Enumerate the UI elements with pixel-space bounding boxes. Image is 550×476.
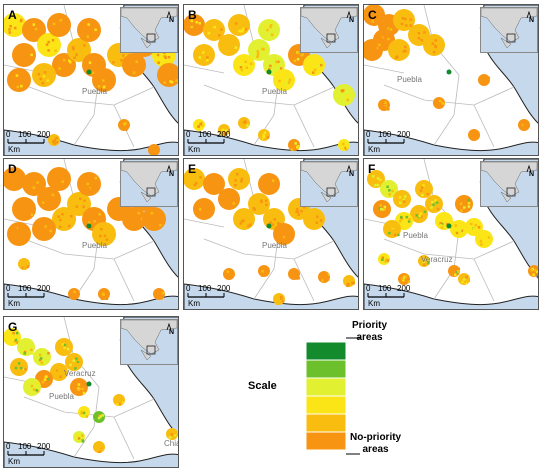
scale-unit-label: Km	[8, 457, 20, 466]
scale-unit-label: Km	[8, 299, 20, 308]
legend-color-ramp	[305, 337, 360, 455]
scale-tick-label: 0	[6, 284, 11, 293]
city-label: Puebla	[262, 87, 287, 96]
map-canvas	[4, 5, 178, 155]
scale-tick-label: 200	[397, 284, 411, 293]
legend-swatch	[305, 413, 347, 433]
city-label: Puebla	[397, 75, 422, 84]
legend-title: Scale	[248, 380, 277, 392]
city-label: Chiapas	[164, 439, 178, 448]
scale-tick-label: 200	[217, 284, 231, 293]
north-arrow-label: N	[528, 17, 534, 24]
scale-tick-label: 200	[37, 284, 51, 293]
legend-priority-label: Priority areas	[352, 320, 388, 343]
north-arrow-label: N	[348, 17, 354, 24]
map-panel-c: C Puebla 0 100 200 Km N	[363, 4, 539, 156]
panel-letter: E	[188, 162, 197, 176]
scale-tick-label: 0	[186, 130, 191, 139]
panel-letter: A	[8, 8, 17, 22]
locator-inset: N	[120, 319, 178, 365]
map-panel-b: B Puebla 0 100 200 Km N	[183, 4, 359, 156]
scale-tick-label: 100	[18, 130, 32, 139]
scale-tick-label: 0	[6, 130, 11, 139]
city-label: Veracruz	[64, 369, 96, 378]
scale-tick-label: 100	[198, 130, 212, 139]
scale-tick-label: 100	[378, 130, 392, 139]
locator-inset: N	[480, 161, 538, 207]
scale-tick-label: 100	[18, 442, 32, 451]
scale-unit-label: Km	[8, 145, 20, 154]
scale-tick-label: 0	[186, 284, 191, 293]
city-label: Puebla	[403, 231, 428, 240]
locator-inset: N	[120, 161, 178, 207]
map-panel-g: G Puebla Veracruz Chiapas 0 100 200 Km N	[3, 316, 179, 468]
map-panel-e: E Puebla 0 100 200 Km N	[183, 158, 359, 310]
legend-swatch	[305, 359, 347, 379]
north-arrow-label: N	[168, 329, 174, 336]
city-label: Puebla	[82, 87, 107, 96]
north-arrow-label: N	[348, 171, 354, 178]
panel-letter: F	[368, 162, 376, 176]
scale-tick-label: 0	[366, 130, 371, 139]
legend-no-priority-label: No-priority areas	[350, 432, 402, 455]
city-label: Chiapas	[536, 272, 538, 281]
city-label: Puebla	[49, 392, 74, 401]
north-arrow-label: N	[168, 171, 174, 178]
city-label: Puebla	[82, 241, 107, 250]
locator-inset: N	[480, 7, 538, 53]
scale-unit-label: Km	[188, 299, 200, 308]
map-panel-a: A Puebla 0 100 200 Km N	[3, 4, 179, 156]
city-label: Veracruz	[421, 255, 453, 264]
panel-letter: G	[8, 320, 18, 334]
legend-swatch	[305, 377, 347, 397]
city-label: Puebla	[262, 241, 287, 250]
legend-swatch	[305, 395, 347, 415]
scale-tick-label: 100	[378, 284, 392, 293]
locator-inset: N	[120, 7, 178, 53]
scale-tick-label: 200	[217, 130, 231, 139]
scale-tick-label: 100	[18, 284, 32, 293]
legend-swatch	[305, 431, 347, 451]
scale-unit-label: Km	[368, 145, 380, 154]
locator-inset: N	[300, 7, 358, 53]
scale-tick-label: 200	[37, 130, 51, 139]
scale-tick-label: 0	[6, 442, 11, 451]
panel-letter: B	[188, 8, 197, 22]
scale-tick-label: 0	[366, 284, 371, 293]
panel-letter: C	[368, 8, 377, 22]
legend-swatch	[305, 341, 347, 361]
scale-tick-label: 200	[397, 130, 411, 139]
north-arrow-label: N	[168, 17, 174, 24]
locator-inset: N	[300, 161, 358, 207]
scale-tick-label: 200	[37, 442, 51, 451]
north-arrow-label: N	[528, 171, 534, 178]
map-panel-f: F Puebla Veracruz Chiapas 0 100 200 Km N	[363, 158, 539, 310]
panel-letter: D	[8, 162, 17, 176]
scale-tick-label: 100	[198, 284, 212, 293]
scale-unit-label: Km	[188, 145, 200, 154]
scale-unit-label: Km	[368, 299, 380, 308]
map-panel-d: D Puebla 0 100 200 Km N	[3, 158, 179, 310]
